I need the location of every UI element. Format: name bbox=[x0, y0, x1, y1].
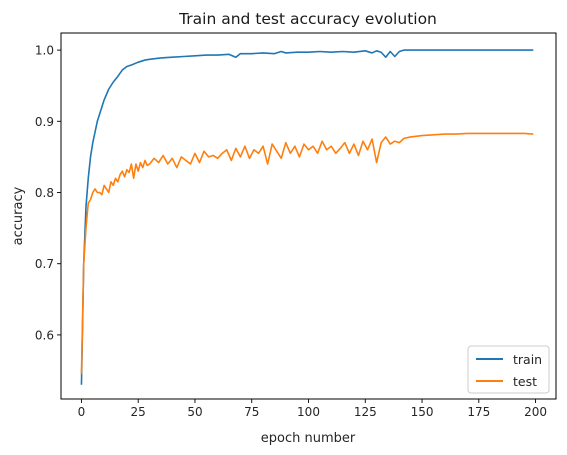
x-tick-label: 200 bbox=[524, 405, 547, 419]
x-tick-label: 100 bbox=[297, 405, 320, 419]
legend-label-train: train bbox=[513, 352, 542, 367]
y-tick-label: 1.0 bbox=[35, 44, 54, 58]
y-tick-label: 0.9 bbox=[35, 115, 54, 129]
legend-label-test: test bbox=[513, 374, 537, 389]
x-axis-ticks: 0 25 50 75 100 125 150 175 200 bbox=[78, 399, 547, 419]
x-tick-label: 125 bbox=[354, 405, 377, 419]
x-axis-label: epoch number bbox=[261, 431, 356, 446]
series-line-train bbox=[80, 49, 534, 385]
series-line-test bbox=[80, 132, 534, 375]
x-tick-label: 0 bbox=[78, 405, 86, 419]
x-tick-label: 25 bbox=[131, 405, 146, 419]
chart-title: Train and test accuracy evolution bbox=[178, 10, 437, 28]
y-tick-label: 0.8 bbox=[35, 186, 54, 200]
legend: train test bbox=[467, 345, 550, 394]
y-axis-label: accuracy bbox=[11, 186, 26, 245]
x-tick-label: 150 bbox=[411, 405, 434, 419]
y-tick-label: 0.6 bbox=[35, 328, 54, 342]
x-tick-label: 175 bbox=[467, 405, 490, 419]
series-layer bbox=[80, 49, 534, 385]
x-tick-label: 50 bbox=[187, 405, 202, 419]
x-tick-label: 75 bbox=[244, 405, 259, 419]
y-tick-label: 0.7 bbox=[35, 257, 54, 271]
y-axis-ticks: 0.6 0.7 0.8 0.9 1.0 bbox=[35, 44, 61, 342]
